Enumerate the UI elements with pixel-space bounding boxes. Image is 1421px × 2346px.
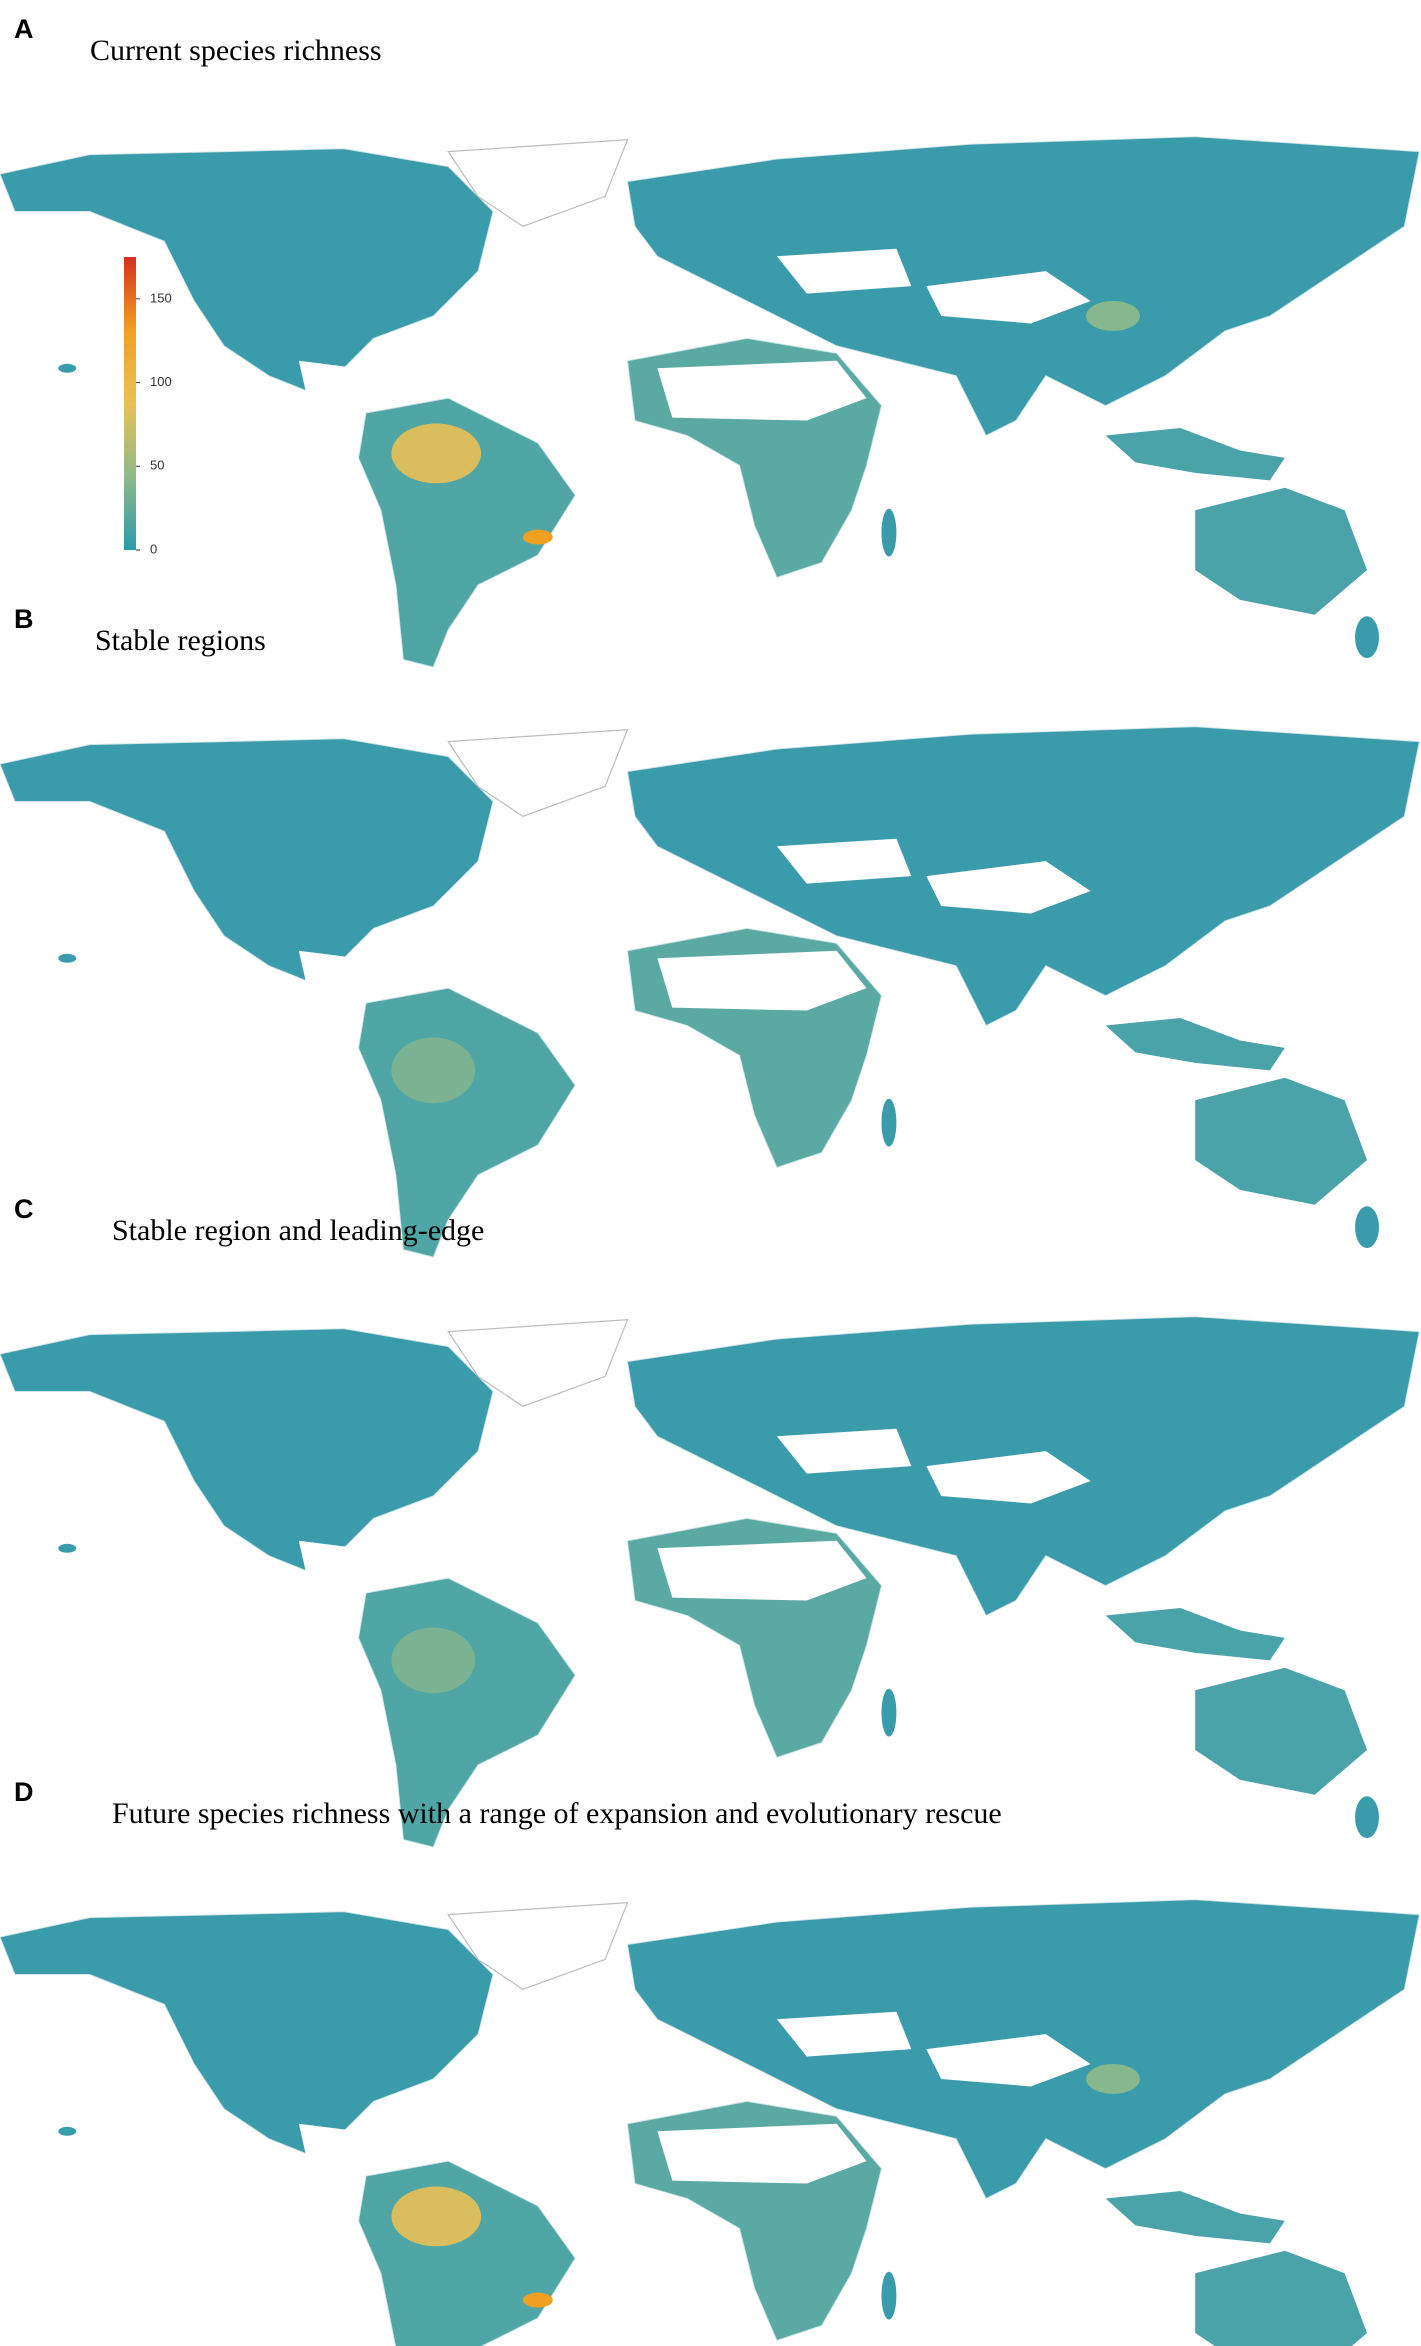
panel: A Current species richness xyxy=(0,14,1421,668)
map xyxy=(0,1898,1421,2346)
tick-label: 50 xyxy=(150,458,164,473)
panel: B Stable regions xyxy=(0,604,1421,1258)
map xyxy=(0,1315,1421,1848)
legend: 0 50 100 150 xyxy=(124,257,172,556)
panel-letter: B xyxy=(14,604,34,634)
map xyxy=(0,135,1421,668)
tick-label: 0 xyxy=(150,541,157,556)
panel: D Future species richness with a range of… xyxy=(0,1777,1421,2346)
panel-title: Future species richness with a range of … xyxy=(112,1797,1002,1830)
panel-letter: C xyxy=(14,1194,34,1224)
richness-hotspot xyxy=(1086,2064,1140,2094)
panel-letter: A xyxy=(14,14,34,44)
map xyxy=(0,725,1421,1258)
richness-hotspot xyxy=(391,2186,482,2247)
richness-hotspot xyxy=(1086,301,1140,331)
colorbar xyxy=(124,257,136,550)
richness-hotspot xyxy=(522,529,553,545)
panel-title: Stable regions xyxy=(95,624,266,657)
world-map xyxy=(0,1898,1421,2346)
tick-label: 100 xyxy=(150,374,172,389)
tick-label: 150 xyxy=(150,290,172,305)
panel: C Stable region and leading-edge xyxy=(0,1194,1421,1848)
panel-letter: D xyxy=(14,1777,34,1807)
panel-title: Stable region and leading-edge xyxy=(112,1214,484,1247)
richness-hotspot xyxy=(522,2292,553,2308)
richness-hotspot xyxy=(391,1037,476,1104)
richness-hotspot xyxy=(391,1627,476,1694)
richness-hotspot xyxy=(391,423,482,484)
panel-title: Current species richness xyxy=(90,34,382,67)
